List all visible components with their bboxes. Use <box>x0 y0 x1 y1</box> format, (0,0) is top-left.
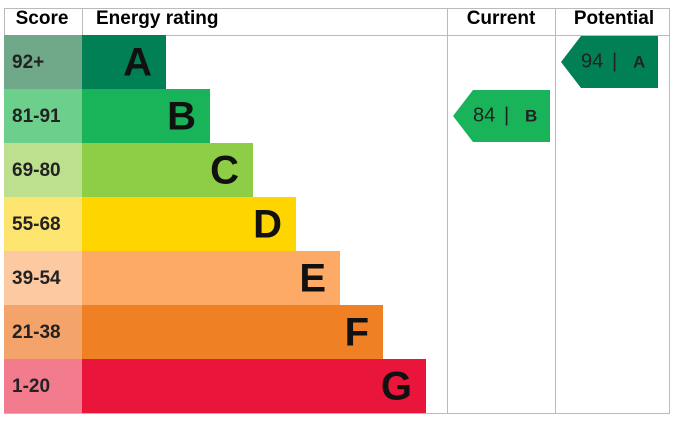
header-current: Current <box>467 8 536 29</box>
rating-bar <box>82 143 253 197</box>
current-separator: | <box>504 104 509 126</box>
rating-letter: G <box>381 365 412 409</box>
header-rating: Energy rating <box>96 8 218 29</box>
score-label: 1-20 <box>12 376 50 397</box>
score-cell <box>4 305 82 359</box>
score-cell <box>4 197 82 251</box>
rating-letter: D <box>253 203 282 247</box>
score-label: 69-80 <box>12 160 61 181</box>
score-label: 92+ <box>12 52 44 73</box>
rating-letter: C <box>210 149 239 193</box>
rating-bar <box>82 89 210 143</box>
potential-arrow <box>561 36 658 88</box>
potential-separator: | <box>612 50 617 72</box>
potential-value: 94 <box>581 50 603 72</box>
current-arrow <box>453 90 550 142</box>
rating-letter: E <box>299 257 326 301</box>
rating-letter: B <box>167 95 196 139</box>
header-potential: Potential <box>574 8 654 29</box>
score-cell <box>4 251 82 305</box>
rating-letter: F <box>345 311 369 355</box>
rating-bar <box>82 35 166 89</box>
current-value: 84 <box>473 104 495 126</box>
header-score: Score <box>16 8 69 29</box>
score-label: 21-38 <box>12 322 61 343</box>
score-label: 39-54 <box>12 268 61 289</box>
score-label: 55-68 <box>12 214 61 235</box>
potential-letter: A <box>633 52 645 71</box>
score-cell <box>4 143 82 197</box>
rating-bar <box>82 305 383 359</box>
score-cell <box>4 359 82 413</box>
rating-bar <box>82 197 296 251</box>
rating-bar <box>82 251 340 305</box>
score-cell <box>4 35 82 89</box>
rating-letter: A <box>123 41 152 85</box>
score-label: 81-91 <box>12 106 61 127</box>
frame <box>4 8 670 414</box>
current-letter: B <box>525 106 537 125</box>
score-cell <box>4 89 82 143</box>
rating-bar <box>82 359 426 413</box>
